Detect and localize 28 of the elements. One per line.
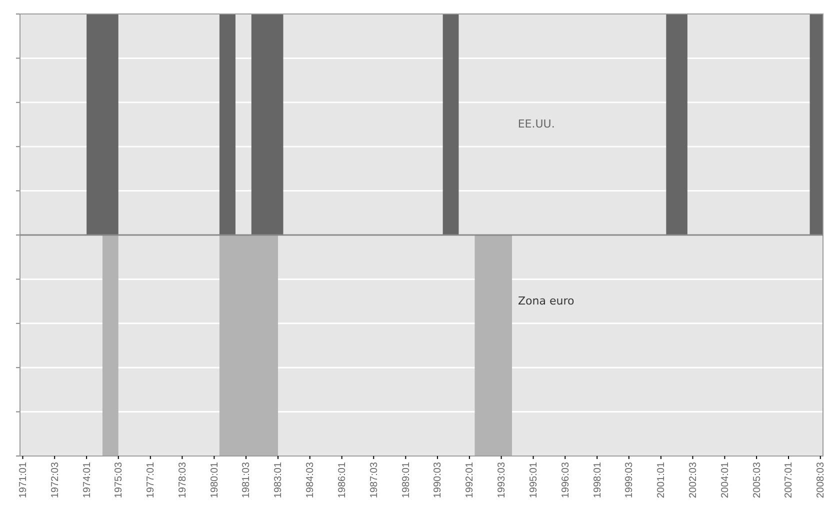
x-tick-label: 1989:01 [400,462,412,498]
x-tick-label: 2005:03 [752,462,763,498]
x-tick-label: 1999:03 [624,462,636,498]
x-tick-label: 2001:01 [656,462,668,498]
text: EE.UU. [518,118,555,131]
x-tick-label: 1983:01 [273,462,284,498]
x-tick-label: 2007:01 [784,462,795,498]
x-tick-label: 2002:03 [688,462,699,498]
series-label: Zona euro [518,294,574,308]
x-tick-label: 1978:03 [177,462,188,498]
x-tick-label: 1975:03 [114,462,125,498]
x-tick-label: 1990:03 [432,462,444,498]
x-tick-label: 2004:01 [720,462,731,498]
x-tick-label: 1993:03 [496,462,508,498]
x-tick-label: 1984:03 [305,462,316,498]
x-tick-label: 1995:01 [528,462,540,498]
x-tick-label: 1986:01 [337,462,348,498]
x-tick-label: 1980:01 [209,462,220,498]
x-tick-label: 1987:03 [368,462,380,498]
x-tick-label: 1971:01 [18,462,29,498]
x-tick-label: 1992:01 [464,462,476,498]
x-tick-label: 1974:01 [82,462,93,498]
x-tick-label: 1977:01 [146,462,157,498]
x-tick-label: 1981:03 [241,462,252,498]
x-tick-label: 2008:03 [816,462,827,498]
x-tick-label: 1998:01 [592,462,604,498]
x-tick-label: 1996:03 [560,462,572,498]
x-tick-label: 1972:03 [50,462,61,498]
